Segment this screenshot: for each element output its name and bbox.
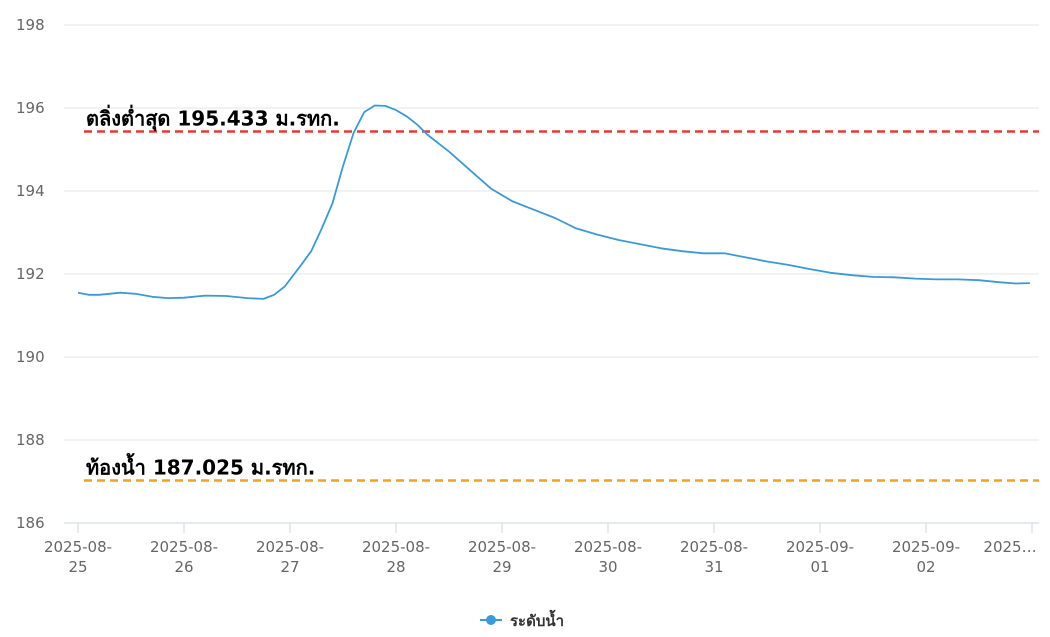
legend-dot-marker [486,615,496,625]
series-layer [77,104,1030,300]
x-tick-label: 2025-08- [574,538,642,556]
legend-series-label[interactable]: ระดับน้ำ [510,609,564,630]
x-tick-label: 2025… [983,538,1036,556]
x-axis: 2025-08- 25 2025-08- 26 2025-08- 27 2025-08- 28… [44,522,1039,576]
grid-lines [64,24,1039,441]
x-tick-label-day: 02 [916,558,935,576]
x-tick-label-day: 25 [68,558,87,576]
series-line-water-level[interactable] [77,104,1030,300]
y-tick-label: 196 [16,99,45,117]
x-tick-label: 2025-08- [362,538,430,556]
y-axis: 198 196 194 192 190 188 186 [16,16,45,532]
x-tick-label: 2025-08- [44,538,112,556]
x-tick-label-day: 26 [174,558,193,576]
x-tick-label-day: 01 [810,558,829,576]
x-tick-label-day: 28 [386,558,405,576]
reference-lines: ตลิ่งต่ำสุด 195.433 ม.รทก. ท้องน้ำ 187.02… [84,104,1039,482]
x-tick-label-day: 29 [492,558,511,576]
reference-line-label: ตลิ่งต่ำสุด 195.433 ม.รทก. [86,104,340,132]
y-tick-label: 194 [16,182,45,200]
x-tick-label: 2025-08- [256,538,324,556]
legend[interactable]: ระดับน้ำ [480,609,564,630]
y-tick-label: 188 [16,431,45,449]
x-tick-label-day: 31 [704,558,723,576]
y-tick-label: 192 [16,265,45,283]
x-tick-label: 2025-08- [680,538,748,556]
x-tick-label: 2025-09- [892,538,960,556]
x-tick-label-day: 30 [598,558,617,576]
x-tick-label: 2025-08- [150,538,218,556]
reference-line-label: ท้องน้ำ 187.025 ม.รทก. [86,452,315,479]
y-tick-label: 198 [16,16,45,34]
y-tick-label: 186 [16,514,45,532]
y-tick-label: 190 [16,348,45,366]
x-tick-label: 2025-08- [468,538,536,556]
x-tick-label: 2025-09- [786,538,854,556]
x-tick-label-day: 27 [280,558,299,576]
